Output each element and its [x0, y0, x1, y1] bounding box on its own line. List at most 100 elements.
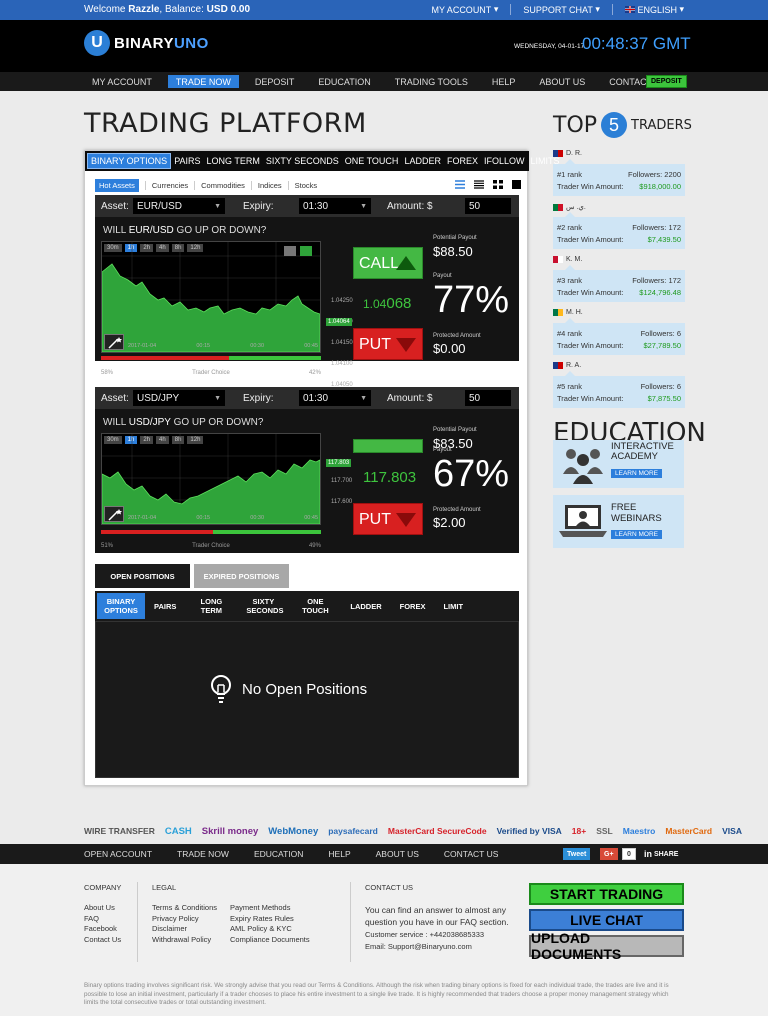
timeframe-4h[interactable]: 4h	[156, 244, 169, 252]
learn-more-button[interactable]: LEARN MORE	[611, 530, 662, 539]
category-indices[interactable]: Indices	[257, 181, 282, 190]
footer-link[interactable]: Disclaimer	[152, 924, 188, 933]
footer-link[interactable]: Privacy Policy	[152, 913, 199, 923]
footer-nav-trade-now[interactable]: TRADE NOW	[177, 849, 229, 859]
expiry-select[interactable]: 01:30 ▼	[299, 390, 371, 406]
logo[interactable]: U BINARYUNO	[84, 30, 209, 56]
amount-input[interactable]: 50	[465, 198, 511, 214]
footer-link[interactable]: Facebook	[84, 924, 117, 933]
call-button[interactable]	[353, 439, 423, 453]
filter-limit[interactable]: LIMIT	[443, 601, 464, 611]
footer-link[interactable]: Payment Methods	[230, 903, 291, 912]
timeframe-2h[interactable]: 2h	[140, 436, 154, 444]
tab-binary-options[interactable]: BINARY OPTIONS	[87, 153, 172, 169]
grid-view-icon[interactable]	[493, 180, 503, 189]
compact-view-icon[interactable]	[474, 180, 484, 189]
learn-more-button[interactable]: LEARN MORE	[611, 469, 662, 478]
timeframe-30m[interactable]: 30m	[104, 244, 122, 252]
put-button[interactable]: PUT	[353, 328, 423, 360]
footer-nav-help[interactable]: HELP	[328, 849, 351, 859]
tab-sixty-seconds[interactable]: SIXTY SECONDS	[265, 156, 339, 166]
nav-item-trade-now[interactable]: TRADE NOW	[167, 75, 239, 88]
filter-forex[interactable]: FOREX	[399, 601, 426, 611]
nav-item-help[interactable]: HELP	[491, 76, 516, 87]
nav-item-deposit[interactable]: DEPOSIT	[254, 76, 295, 87]
expiry-select[interactable]: 01:30 ▼	[299, 198, 371, 214]
list-view-icon[interactable]	[455, 180, 465, 189]
footer-link[interactable]: About Us	[84, 903, 115, 912]
footer-link[interactable]: Contact Us	[84, 934, 122, 944]
tab-ladder[interactable]: LADDER	[404, 156, 441, 166]
timeframe-1h[interactable]: 1h	[124, 436, 138, 444]
trader-card[interactable]: #5 rank Followers: 6 Trader Win Amount: $7,…	[553, 371, 685, 408]
nav-item-about-us[interactable]: ABOUT US	[539, 76, 586, 87]
nav-item-trading-tools[interactable]: TRADING TOOLS	[394, 76, 468, 87]
footer-link[interactable]: AML Policy & KYC	[230, 924, 292, 933]
timeframe-8h[interactable]: 8h	[171, 244, 185, 252]
footer-nav-education[interactable]: EDUCATION	[253, 849, 304, 859]
filter-sixty-seconds[interactable]: SIXTY SECONDS	[246, 597, 284, 615]
language-menu[interactable]: ENGLISH ▾	[624, 4, 684, 15]
tab-forex[interactable]: FOREX	[446, 156, 478, 166]
filter-one-touch[interactable]: ONE TOUCH	[302, 597, 329, 615]
trader-card[interactable]: #4 rank Followers: 6 Trader Win Amount: $27…	[553, 318, 685, 355]
tab-expired-positions[interactable]: EXPIRED POSITIONS	[194, 564, 289, 588]
free-webinars-card[interactable]: FREE WEBINARS LEARN MORE	[553, 495, 684, 548]
category-stocks[interactable]: Stocks	[294, 181, 318, 190]
nav-item-my-account[interactable]: MY ACCOUNT	[92, 76, 152, 87]
start-trading-button[interactable]: START TRADING	[529, 883, 684, 905]
trader-card[interactable]: #1 rank Followers: 2200 Trader Win Amount:…	[553, 159, 685, 196]
upload-documents-button[interactable]: UPLOAD DOCUMENTS	[529, 930, 684, 962]
tab-open-positions[interactable]: OPEN POSITIONS	[95, 564, 190, 588]
footer-link[interactable]: FAQ	[84, 913, 100, 923]
asset-select[interactable]: USD/JPY ▼	[133, 390, 225, 406]
timeframe-4h[interactable]: 4h	[156, 436, 169, 444]
footer-link[interactable]: Expiry Rates Rules	[230, 913, 294, 923]
tweet-button[interactable]: Tweet	[563, 848, 591, 860]
price-chart[interactable]: 30m 1h 2h 4h 8h 12h 2017-01-04 00:15 00:30 00:45	[101, 241, 321, 353]
category-hot-assets[interactable]: Hot Assets	[95, 179, 139, 192]
tab-long-term[interactable]: LONG TERM	[206, 156, 260, 166]
support-email[interactable]: Email: Support@Binaryuno.com	[365, 942, 472, 951]
deposit-button[interactable]: DEPOSIT	[646, 75, 687, 88]
filter-binary-options[interactable]: BINARY OPTIONS	[97, 593, 145, 619]
timeframe-12h[interactable]: 12h	[187, 436, 204, 444]
tab-limits[interactable]: LIMITS	[530, 156, 560, 166]
my-account-menu[interactable]: MY ACCOUNT ▾	[431, 4, 498, 15]
price-chart[interactable]: 30m 1h 2h 4h 8h 12h 2017-01-04 00:15 00:30 00:45	[101, 433, 321, 525]
timeframe-30m[interactable]: 30m	[104, 436, 122, 444]
footer-link[interactable]: Withdrawal Policy	[152, 934, 212, 944]
trader-card[interactable]: #2 rank Followers: 172 Trader Win Amount: $…	[553, 212, 685, 249]
filter-long-term[interactable]: LONG TERM	[200, 597, 223, 615]
category-currencies[interactable]: Currencies	[151, 181, 189, 190]
footer-link[interactable]: Compliance Documents	[230, 934, 310, 944]
asset-select[interactable]: EUR/USD ▼	[133, 198, 225, 214]
call-button[interactable]: CALL	[353, 247, 423, 279]
category-commodities[interactable]: Commodities	[201, 181, 245, 190]
gplus-button[interactable]: G+	[600, 848, 618, 860]
filter-pairs[interactable]: PAIRS	[154, 601, 177, 611]
timeframe-12h[interactable]: 12h	[187, 244, 204, 252]
trader-card[interactable]: #3 rank Followers: 172 Trader Win Amount: $…	[553, 265, 685, 302]
tab-pairs[interactable]: PAIRS	[174, 156, 201, 166]
linkedin-share-button[interactable]: in SHARE	[640, 848, 683, 860]
magic-wand-icon[interactable]	[104, 506, 124, 522]
interactive-academy-card[interactable]: INTERACTIVE ACADEMY LEARN MORE	[553, 440, 684, 488]
footer-nav-about-us[interactable]: ABOUT US	[375, 849, 419, 859]
footer-nav-open-account[interactable]: OPEN ACCOUNT	[84, 849, 153, 859]
single-view-icon[interactable]	[512, 180, 521, 189]
put-button[interactable]: PUT	[353, 503, 423, 535]
timeframe-2h[interactable]: 2h	[140, 244, 154, 252]
tab-one-touch[interactable]: ONE TOUCH	[344, 156, 399, 166]
footer-nav-contact-us[interactable]: CONTACT US	[443, 849, 499, 859]
tab-ifollow[interactable]: IFOLLOW	[483, 156, 525, 166]
amount-input[interactable]: 50	[465, 390, 511, 406]
timeframe-1h[interactable]: 1h	[124, 244, 138, 252]
footer-link[interactable]: Terms & Conditions	[152, 903, 218, 912]
nav-item-contact-us[interactable]: CONTACT US	[609, 76, 667, 87]
magic-wand-icon[interactable]	[104, 334, 124, 350]
filter-ladder[interactable]: LADDER	[350, 601, 382, 611]
timeframe-8h[interactable]: 8h	[171, 436, 185, 444]
nav-item-education[interactable]: EDUCATION	[318, 76, 371, 87]
live-chat-button[interactable]: LIVE CHAT	[529, 909, 684, 931]
